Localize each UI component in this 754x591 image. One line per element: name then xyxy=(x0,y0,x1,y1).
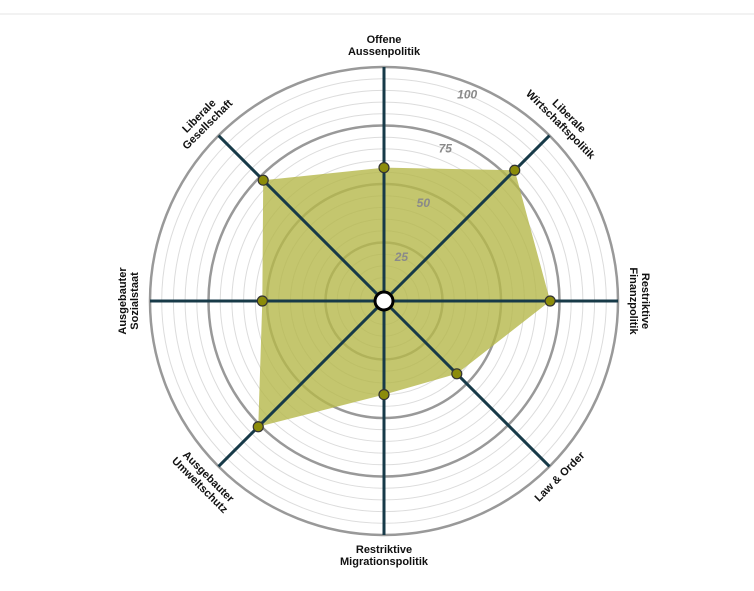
axis-label-line: Restriktive xyxy=(356,544,412,556)
axis-label-line: Ausgebauter xyxy=(117,267,129,335)
data-point xyxy=(378,389,390,401)
y-tick-label: 75 xyxy=(439,142,453,156)
data-point xyxy=(256,295,268,307)
y-tick-label: 100 xyxy=(457,87,477,101)
y-tick-label: 25 xyxy=(394,250,409,264)
data-point xyxy=(509,164,521,176)
axis-label-line: Aussenpolitik xyxy=(348,46,421,58)
data-point xyxy=(378,162,390,174)
data-point xyxy=(451,368,463,380)
axis-label: Ausgebauter Sozialstaat xyxy=(117,267,141,335)
axis-line xyxy=(217,299,386,468)
center xyxy=(373,290,395,312)
axis-line xyxy=(217,134,386,303)
axis-label-line: Finanzpolitik xyxy=(627,267,639,335)
axis-label-line: Offene xyxy=(367,34,402,46)
axis-label-line: Sozialstaat xyxy=(129,272,141,330)
area xyxy=(258,167,551,427)
axis-label-line: Restriktive xyxy=(639,273,651,329)
axis-label-line: Migrationspolitik xyxy=(340,556,429,568)
data-point xyxy=(257,174,269,186)
y-tick-label: 50 xyxy=(417,196,431,210)
axis-line xyxy=(382,299,551,468)
axis-line xyxy=(382,134,551,303)
data-point xyxy=(544,295,556,307)
data-point xyxy=(252,421,264,433)
